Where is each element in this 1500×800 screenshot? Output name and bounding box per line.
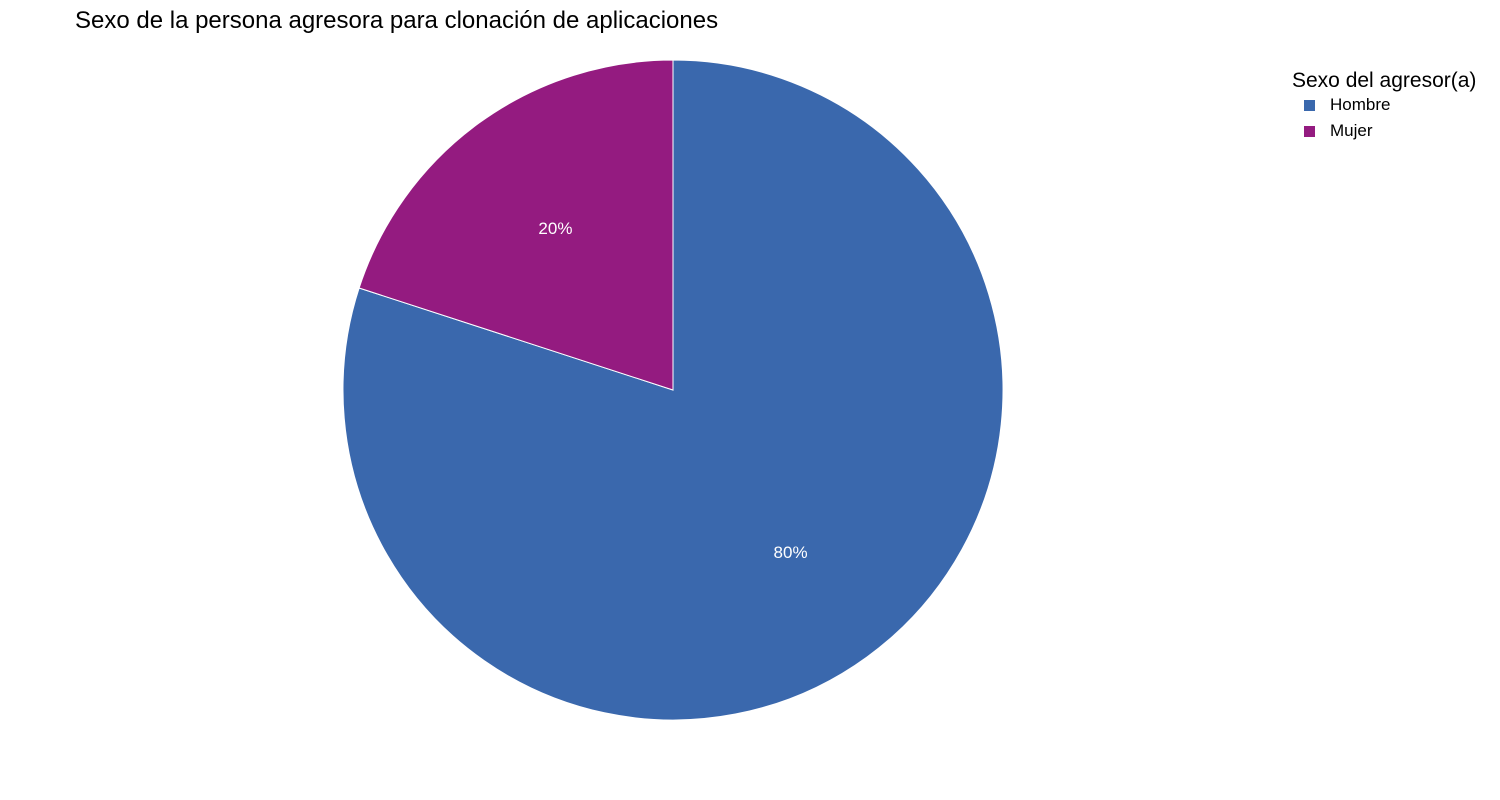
legend-label: Mujer bbox=[1330, 121, 1373, 140]
chart-title: Sexo de la persona agresora para clonaci… bbox=[75, 7, 719, 34]
legend-item-hombre[interactable]: Hombre bbox=[1292, 95, 1476, 123]
slice-label-hombre: 80% bbox=[774, 543, 808, 562]
legend-swatch bbox=[1304, 100, 1315, 111]
pie-slice-hombre bbox=[342, 59, 1004, 721]
legend-title: Sexo del agresor(a) bbox=[1292, 69, 1477, 92]
legend-swatch bbox=[1304, 126, 1315, 137]
legend: Sexo del agresor(a) Hombre Mujer bbox=[1292, 69, 1476, 149]
legend-label: Hombre bbox=[1330, 95, 1391, 114]
slice-label-mujer: 20% bbox=[538, 219, 572, 238]
legend-item-mujer[interactable]: Mujer bbox=[1292, 121, 1476, 149]
pie-slice-mujer bbox=[358, 59, 674, 391]
